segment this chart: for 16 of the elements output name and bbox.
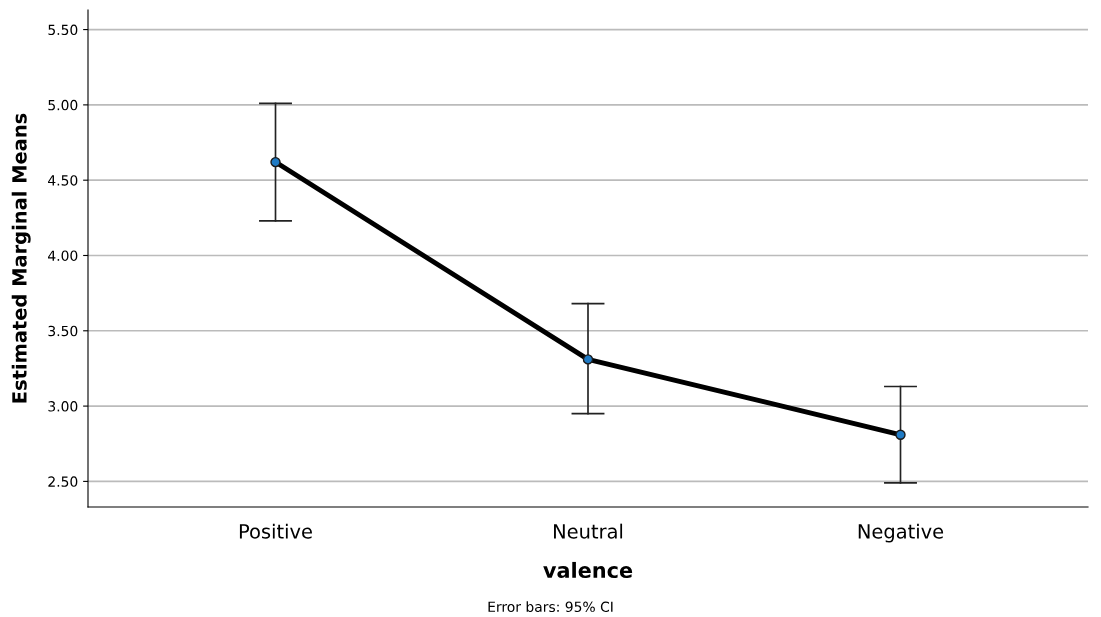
y-tick-label: 2.50 (48, 476, 78, 487)
point (270, 156, 281, 168)
y-tick-label: 3.50 (48, 325, 78, 337)
x-tick-label: Negative (858, 523, 944, 543)
y-axis-title: Estimated Marginal Means (11, 113, 31, 403)
point (582, 354, 594, 365)
x-tick-label: Positive (239, 523, 312, 539)
y-tick-label: 5.50 (48, 24, 78, 36)
y-tick-label: 5.00 (48, 99, 78, 111)
point (895, 429, 906, 440)
text: Error bars: 95% CI (488, 601, 613, 613)
y-tick-label: 4.00 (48, 250, 78, 261)
y-tick-label: 4.50 (48, 175, 78, 186)
x-axis-title: valence (543, 561, 633, 579)
y-tick-label: 3.00 (48, 401, 78, 412)
x-tick-label: Neutral (554, 523, 623, 539)
